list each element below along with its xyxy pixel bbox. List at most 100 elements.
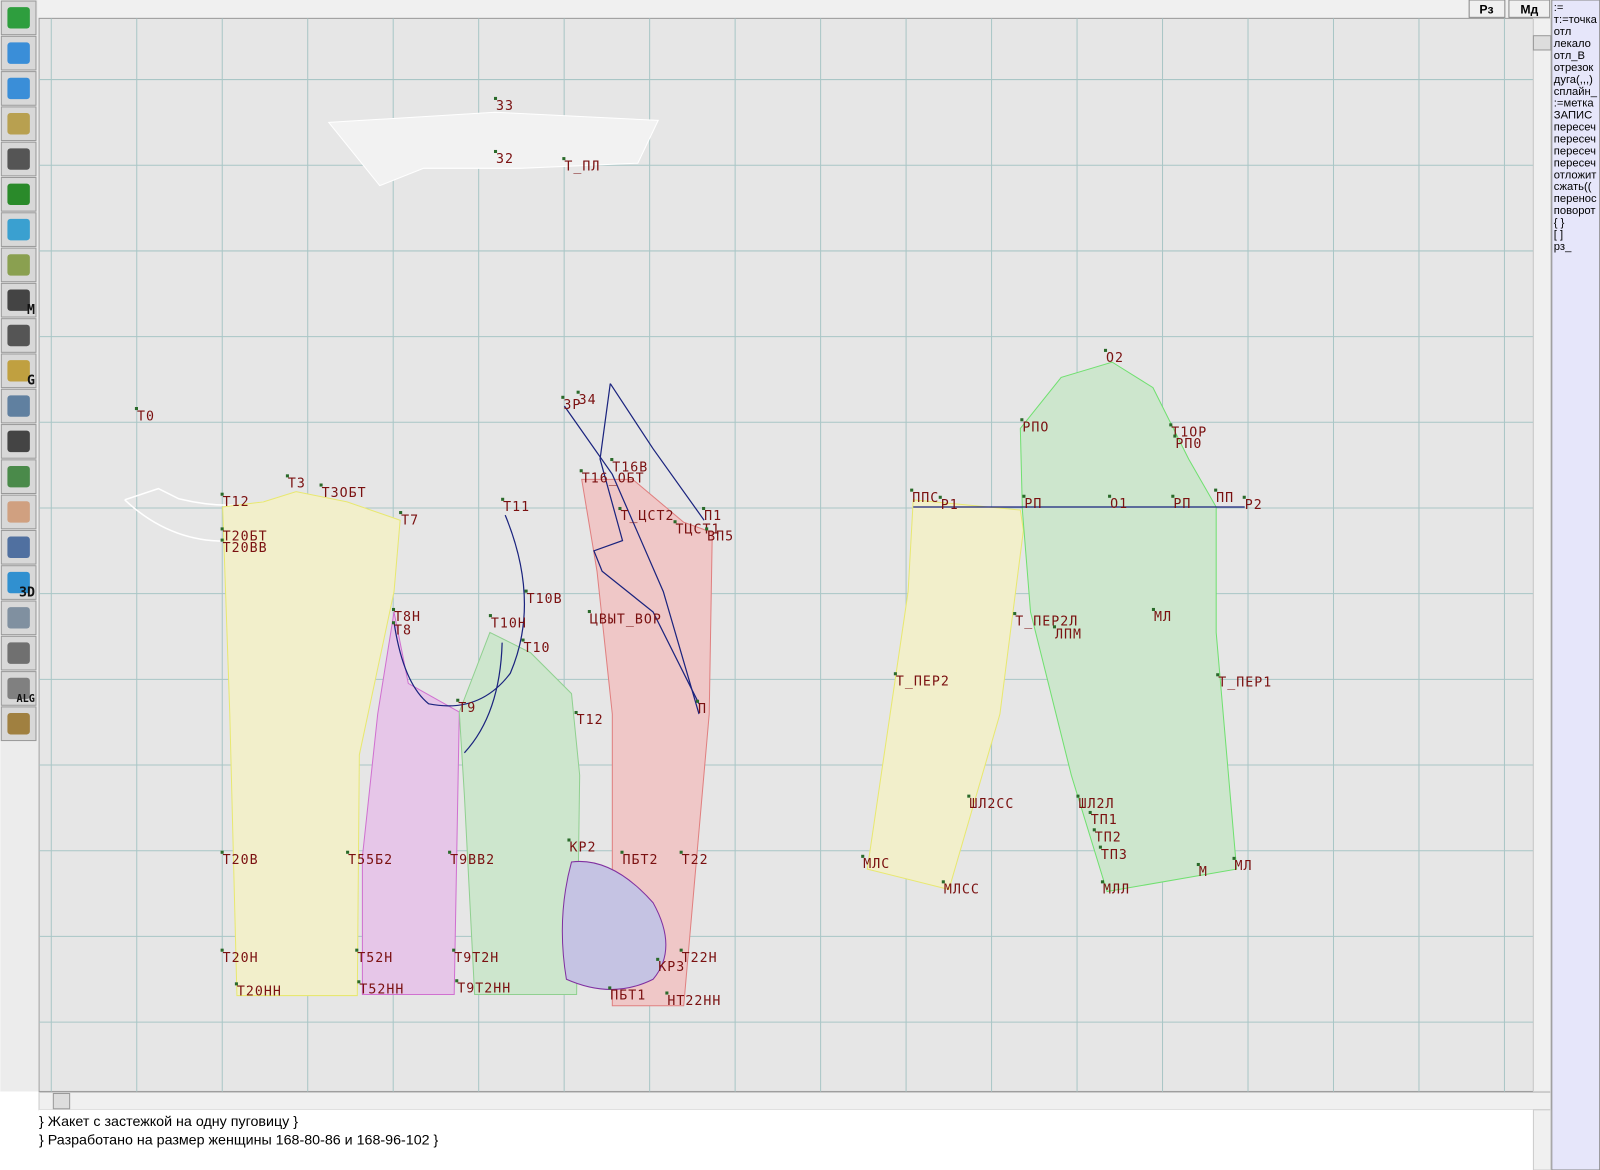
command-item[interactable]: пересеч	[1554, 122, 1596, 134]
command-item[interactable]: пересеч	[1554, 157, 1596, 169]
h-scroll-thumb[interactable]	[52, 1092, 71, 1110]
command-item[interactable]: [ ]	[1554, 229, 1563, 241]
point-label: ПБТ1	[610, 989, 646, 1004]
point-label: Т55Б2	[348, 853, 393, 868]
point-marker	[234, 982, 238, 986]
sleeve-top	[1019, 361, 1238, 893]
command-item[interactable]: пересеч	[1554, 134, 1596, 146]
point-marker	[1108, 494, 1112, 498]
command-item[interactable]: т:=точка	[1554, 14, 1598, 26]
tool-icon[interactable]	[7, 360, 30, 382]
point-marker	[1092, 828, 1096, 832]
button-md[interactable]	[1508, 0, 1551, 18]
tool-icon[interactable]	[7, 254, 30, 276]
command-item[interactable]: сжать((	[1554, 181, 1592, 193]
point-label: Т_ПЕР2	[896, 674, 950, 689]
point-marker	[1020, 418, 1024, 422]
vertical-scrollbar[interactable]	[1532, 17, 1552, 1092]
point-marker	[1022, 494, 1026, 498]
pocket	[561, 860, 667, 990]
command-item[interactable]: { }	[1554, 217, 1565, 229]
tool-icon[interactable]	[7, 113, 30, 135]
command-item[interactable]: пересеч	[1554, 145, 1596, 157]
point-marker	[346, 850, 350, 854]
point-label: ВП5	[707, 530, 734, 545]
point-marker	[702, 506, 706, 511]
point-marker	[620, 850, 624, 854]
point-marker	[967, 794, 971, 798]
tool-icon[interactable]	[7, 501, 30, 523]
point-marker	[574, 710, 578, 715]
command-item[interactable]: сплайн_	[1554, 86, 1598, 98]
point-marker	[220, 850, 224, 854]
tool-icon[interactable]	[7, 148, 30, 170]
tool-icon[interactable]	[7, 571, 30, 594]
point-marker	[938, 495, 942, 499]
point-marker	[561, 395, 565, 399]
point-marker	[1098, 845, 1102, 849]
status-line: } Разработано на размер женщины 168-80-8…	[39, 1132, 439, 1148]
point-label: Р1	[941, 498, 959, 513]
tool-button[interactable]	[0, 565, 37, 600]
command-item[interactable]: дуга(,,,)	[1554, 74, 1593, 86]
tool-icon[interactable]	[7, 77, 30, 100]
point-label: Р2	[1245, 498, 1263, 513]
tool-icon-label[interactable]: ALG	[17, 694, 35, 705]
tool-icon[interactable]	[7, 7, 30, 29]
tool-icon[interactable]	[7, 642, 30, 664]
command-item[interactable]: :=	[1554, 2, 1564, 14]
command-item[interactable]: рз_	[1554, 241, 1572, 253]
tool-icon-label[interactable]: M	[27, 303, 35, 318]
tool-icon[interactable]	[7, 183, 30, 206]
tool-icon[interactable]	[7, 218, 30, 241]
command-item[interactable]: лекало	[1554, 38, 1591, 50]
status-scrollbar[interactable]	[1532, 1109, 1552, 1170]
point-marker	[576, 390, 580, 394]
tool-icon-label[interactable]: G	[27, 374, 35, 389]
point-marker	[1013, 612, 1017, 616]
command-item[interactable]: отл_В	[1554, 50, 1585, 62]
point-label: Т0	[137, 409, 155, 424]
tool-icon[interactable]	[7, 536, 30, 558]
point-label: Т16_ОБТ	[582, 471, 645, 486]
point-label: Т1ОР	[1171, 426, 1207, 441]
point-label: МЛЛ	[1103, 883, 1130, 898]
point-label: О2	[1106, 351, 1124, 366]
button-md-label[interactable]: Мд	[1520, 2, 1538, 16]
command-item[interactable]: отложит	[1554, 169, 1597, 181]
command-item[interactable]: отл	[1554, 26, 1571, 38]
command-item[interactable]: ЗАПИС	[1554, 110, 1592, 122]
button-rz[interactable]	[1468, 0, 1506, 18]
tool-icon[interactable]	[7, 324, 30, 347]
command-item[interactable]: перенос	[1554, 193, 1597, 205]
tool-icon[interactable]	[7, 395, 30, 417]
point-label: МЛСС	[944, 883, 980, 898]
scroll-thumb[interactable]	[1532, 35, 1552, 51]
point-label: ТП3	[1101, 848, 1128, 863]
back-piece	[222, 491, 401, 997]
tool-icon[interactable]	[7, 430, 30, 453]
button-rz-label[interactable]: Рз	[1479, 2, 1493, 16]
point-marker	[452, 948, 456, 952]
tool-icon[interactable]	[7, 713, 30, 735]
tool-icon[interactable]	[7, 465, 30, 488]
point-label: КР2	[569, 841, 596, 856]
point-marker	[893, 672, 897, 676]
point-label: Т9	[458, 701, 476, 716]
tool-icon[interactable]	[7, 607, 30, 629]
command-item[interactable]: поворот	[1554, 205, 1596, 217]
tool-icon[interactable]	[7, 677, 30, 700]
side-piece	[458, 631, 581, 996]
tool-icon[interactable]	[7, 289, 30, 311]
tool-icon-label[interactable]: 3D	[19, 585, 35, 600]
tool-button[interactable]	[0, 353, 37, 389]
tool-icon[interactable]	[7, 42, 30, 64]
point-marker	[1196, 862, 1200, 867]
horizontal-scrollbar[interactable]	[38, 1091, 1552, 1111]
point-marker	[319, 483, 323, 487]
command-item[interactable]: :=метка	[1554, 98, 1595, 110]
command-item[interactable]: отрезок	[1554, 62, 1594, 74]
point-marker	[705, 527, 709, 531]
point-label: ПП	[1216, 491, 1234, 506]
